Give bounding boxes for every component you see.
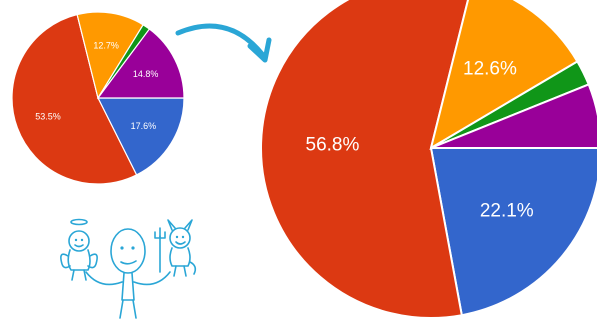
pie-slice [96, 28, 185, 99]
pie-slice [76, 11, 144, 100]
pie-slice [430, 83, 597, 149]
slice-label: 17.6% [131, 121, 157, 131]
slice-label: 14.8% [133, 69, 159, 79]
pie-slice [11, 13, 138, 185]
slice-label: 56.8% [306, 134, 360, 155]
slice-label: 12.7% [93, 40, 119, 50]
large-pie-chart: 22.1% 56.8% 12.6% [260, 0, 597, 319]
small-pie-chart: 17.6% 53.5% 12.7% 14.8% [11, 11, 185, 185]
pie-slice [429, 0, 579, 151]
pie-slice [429, 147, 597, 317]
curved-arrow-icon [175, 23, 272, 63]
slice-label: 12.6% [463, 58, 517, 79]
slice-label: 53.5% [35, 112, 61, 122]
pie-slice [97, 97, 185, 176]
slice-label: 22.1% [480, 201, 534, 222]
pie-slice [260, 0, 470, 319]
angel-devil-stick-figure-icon [60, 218, 197, 319]
